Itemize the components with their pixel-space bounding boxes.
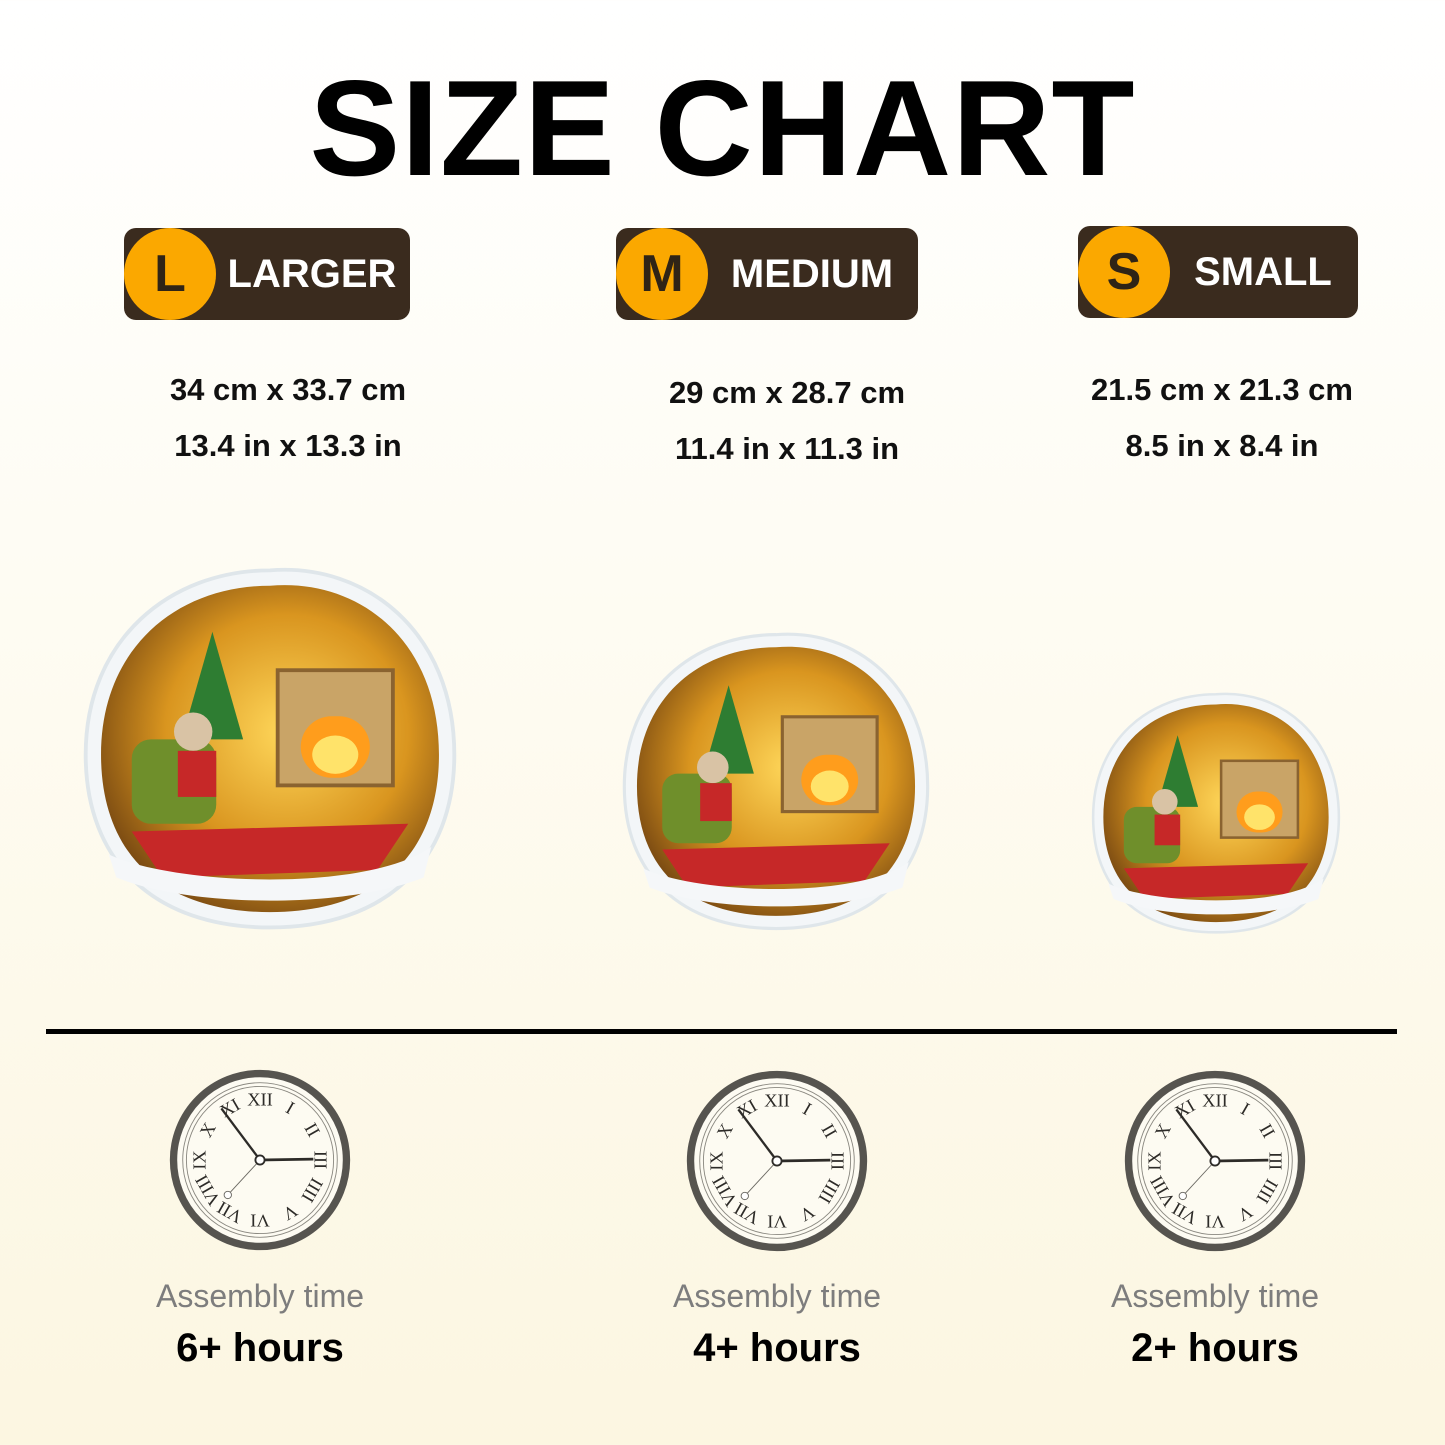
size-badge-medium: M MEDIUM	[616, 228, 918, 320]
clock-numeral: VI	[1205, 1211, 1224, 1231]
clock-numeral: IX	[1145, 1151, 1165, 1170]
clock-numeral: XII	[247, 1090, 273, 1110]
clock-numeral: XII	[764, 1091, 790, 1111]
size-badge-large: L LARGER	[124, 228, 410, 320]
size-letter: L	[124, 228, 216, 320]
puzzle-image-small	[1091, 692, 1341, 934]
assembly-hours: 4+ hours	[693, 1326, 861, 1370]
dimension-cm: 29 cm x 28.7 cm	[668, 375, 906, 410]
clock-numeral: XII	[1202, 1091, 1228, 1111]
dimension-in: 11.4 in x 11.3 in	[674, 431, 900, 466]
size-letter: S	[1078, 226, 1170, 318]
assembly-time-label: Assembly time	[155, 1278, 365, 1314]
size-label: MEDIUM	[730, 252, 894, 296]
puzzle-image-medium	[622, 632, 930, 931]
clock-numeral: III	[1265, 1152, 1285, 1170]
puzzle-image-large	[83, 567, 457, 930]
dimension-in: 13.4 in x 13.3 in	[174, 428, 402, 463]
size-badge-small: S SMALL	[1078, 226, 1358, 318]
assembly-time-label: Assembly time	[672, 1278, 882, 1314]
size-label: LARGER	[227, 252, 397, 296]
dimension-cm: 34 cm x 33.7 cm	[169, 372, 407, 407]
size-letter: M	[616, 228, 708, 320]
page-title: SIZE CHART	[309, 52, 1136, 204]
assembly-time-label: Assembly time	[1110, 1278, 1320, 1314]
clock-numeral: IX	[707, 1151, 727, 1170]
size-label: SMALL	[1194, 250, 1332, 294]
clock-numeral: III	[827, 1152, 847, 1170]
divider	[46, 1029, 1397, 1034]
dimension-in: 8.5 in x 8.4 in	[1125, 428, 1319, 463]
clock-numeral: VI	[250, 1210, 269, 1230]
assembly-hours: 6+ hours	[176, 1326, 344, 1370]
clock-numeral: III	[310, 1151, 330, 1169]
assembly-hours: 2+ hours	[1131, 1326, 1299, 1370]
dimension-cm: 21.5 cm x 21.3 cm	[1091, 372, 1353, 407]
clock-numeral: VI	[767, 1211, 786, 1231]
clock-numeral: IX	[190, 1150, 210, 1169]
